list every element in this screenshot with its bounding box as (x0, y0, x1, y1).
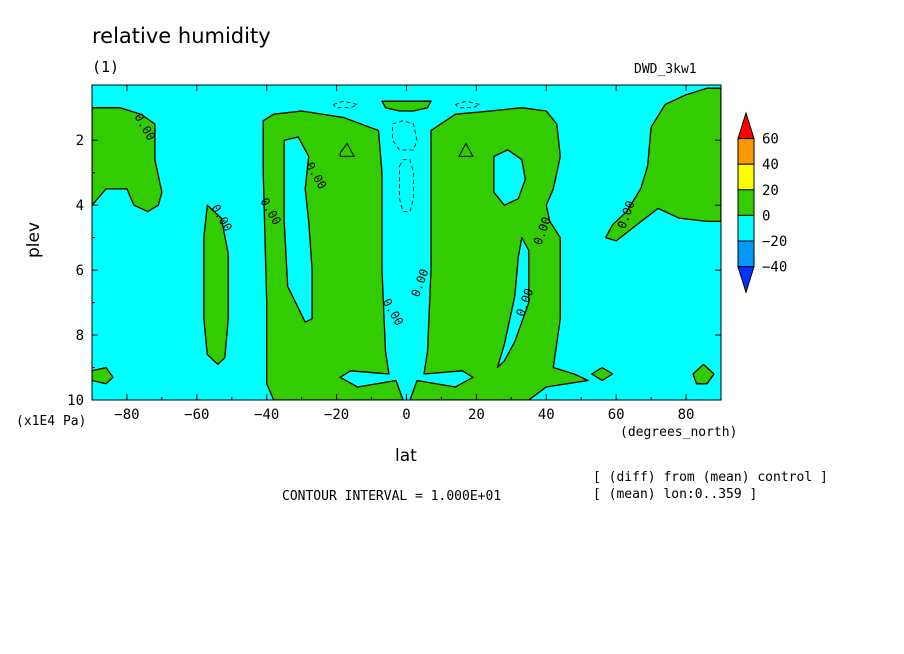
colorbar-label-5: −40 (762, 260, 787, 276)
x-tick-label-6: 40 (538, 407, 555, 423)
colorbar-bottom-arrow (737, 266, 755, 294)
note-mean: [ (mean) lon:0..359 ] (593, 487, 758, 502)
x-tick-label-7: 60 (608, 407, 625, 423)
plot-background (92, 85, 721, 400)
colorbar-label-1: 40 (762, 157, 779, 173)
colorbar-box-5 (737, 240, 755, 268)
colorbar-label-4: −20 (762, 234, 787, 250)
dashed-contour-1 (399, 159, 414, 213)
colorbar-label-2: 20 (762, 183, 779, 199)
x-units-label: (degrees_north) (620, 425, 738, 440)
x-axis-label: lat (395, 446, 417, 466)
chart-subtitle: (1) (92, 58, 120, 76)
positive-region-2 (92, 366, 114, 385)
colorbar-label-3: 0 (762, 208, 770, 224)
positive-region-7 (591, 366, 614, 382)
x-tick-label-8: 80 (678, 407, 695, 423)
y-tick-label-2: 6 (76, 263, 84, 279)
x-tick-label-2: −40 (254, 407, 279, 423)
x-tick-label-5: 20 (468, 407, 485, 423)
dashed-contour-2 (332, 100, 359, 109)
negative-region-10 (493, 149, 526, 206)
positive-region-5 (381, 100, 432, 112)
positive-region-8 (692, 363, 715, 385)
y-tick-label-3: 8 (76, 328, 84, 344)
x-tick-label-0: −80 (114, 407, 139, 423)
positive-region-0 (92, 107, 163, 213)
y-units-label: (x1E4 Pa) (16, 414, 87, 429)
y-tick-label-0: 2 (76, 133, 84, 149)
x-tick-label-1: −60 (184, 407, 209, 423)
small-contour-1 (458, 142, 474, 157)
dashed-contour-3 (455, 100, 482, 109)
colorbar-box-3 (737, 189, 755, 216)
note-diff: [ (diff) from (mean) control ] (593, 470, 828, 485)
y-tick-label-1: 4 (76, 198, 84, 214)
positive-region-1 (203, 204, 229, 365)
run-label: DWD_3kw1 (634, 62, 697, 77)
colorbar-box-1 (737, 138, 755, 165)
y-tick-label-4: 10 (67, 393, 84, 409)
chart-title: relative humidity (92, 24, 271, 48)
colorbar-label-0: 60 (762, 132, 779, 148)
dashed-contour-0 (392, 120, 418, 151)
positive-region-4 (409, 107, 589, 400)
contour-interval-label: CONTOUR INTERVAL = 1.000E+01 (282, 489, 502, 504)
colorbar-box-2 (737, 163, 755, 191)
negative-region-9 (283, 136, 313, 323)
colorbar-top-arrow (737, 111, 755, 140)
positive-region-6 (605, 87, 721, 242)
x-tick-label-4: 0 (402, 407, 410, 423)
colorbar-box-4 (737, 214, 755, 242)
small-contour-0 (339, 142, 355, 157)
x-tick-label-3: −20 (324, 407, 349, 423)
negative-region-11 (496, 236, 530, 369)
